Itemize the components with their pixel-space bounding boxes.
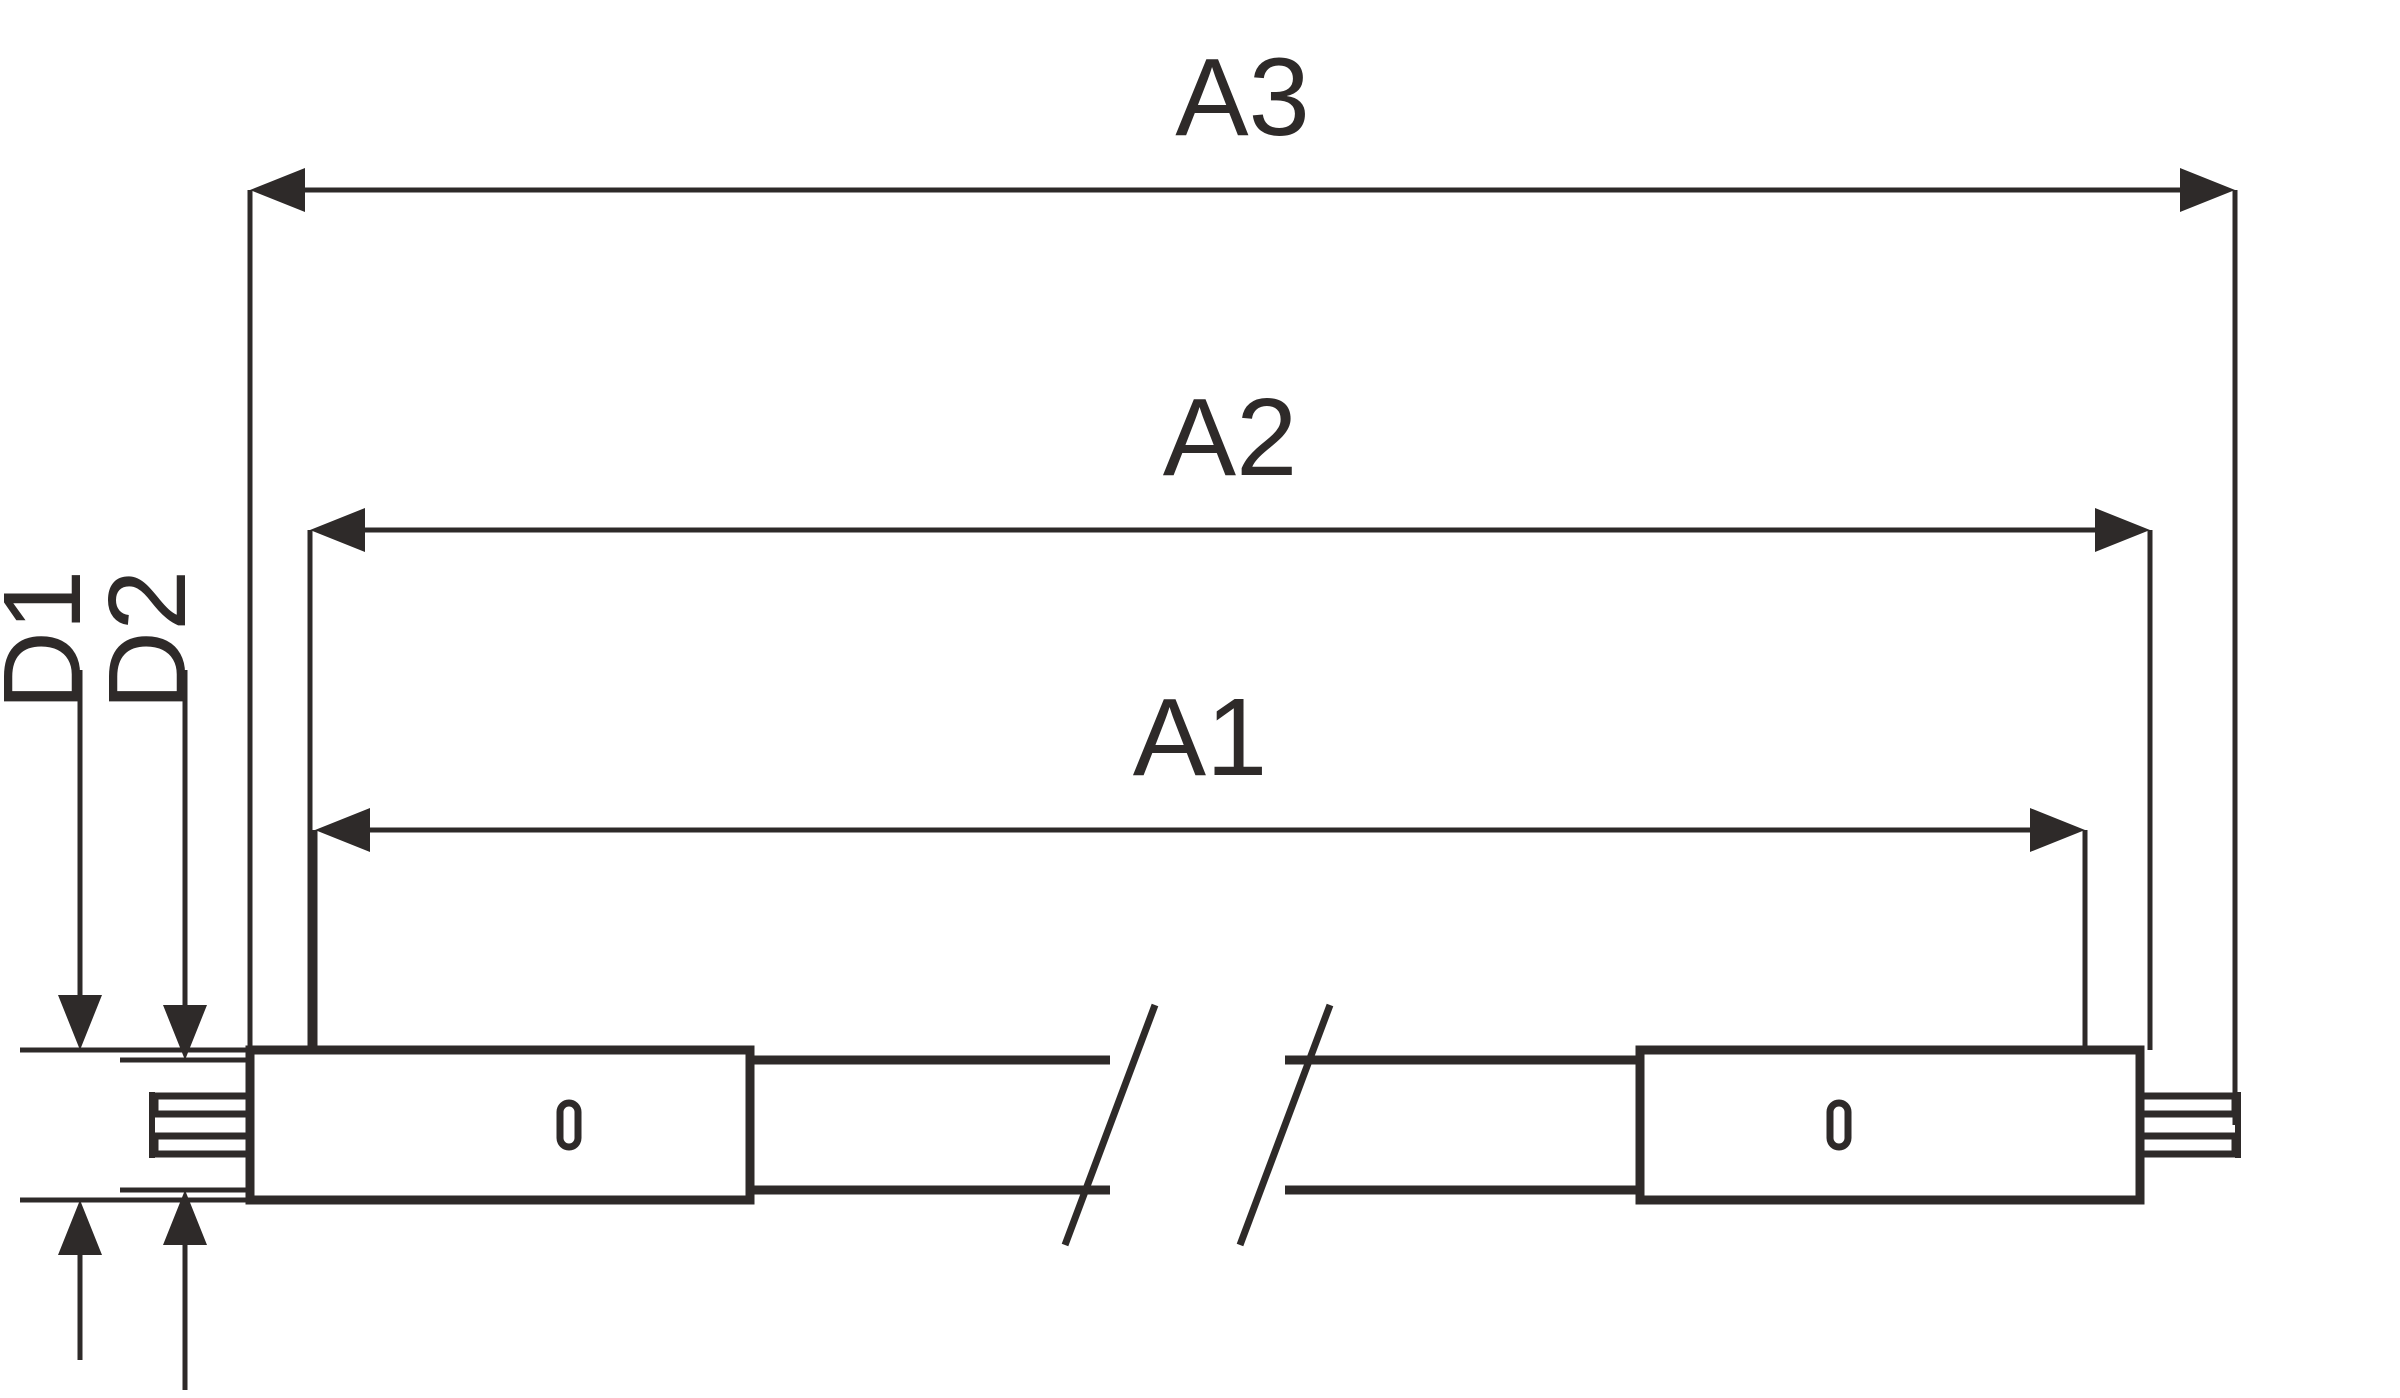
- dim-a1-label: A1: [1133, 676, 1268, 799]
- dim-a2-label: A2: [1163, 376, 1298, 499]
- dim-a3: A3: [250, 36, 2235, 212]
- dim-a3-label: A3: [1175, 36, 1310, 159]
- right-end-cap: [1640, 1050, 2140, 1200]
- left-pins: [149, 1092, 250, 1158]
- tube-dimensional-drawing: A3A2A1D1D2: [0, 0, 2400, 1398]
- dim-a1: A1: [315, 676, 2085, 852]
- left-end-cap: [250, 1050, 750, 1200]
- dim-d2-label: D2: [86, 570, 209, 711]
- dim-a2: A2: [310, 376, 2150, 552]
- lamp: [149, 1005, 2241, 1245]
- right-pins: [2140, 1092, 2241, 1158]
- dim-d2: D2: [86, 570, 209, 1390]
